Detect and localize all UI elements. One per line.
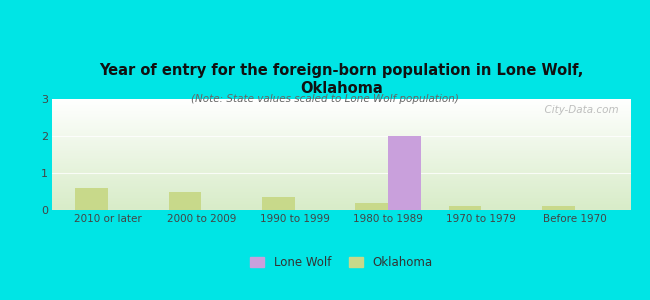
- Bar: [448, 206, 481, 210]
- Bar: [262, 197, 294, 210]
- Title: Year of entry for the foreign-born population in Lone Wolf,
Oklahoma: Year of entry for the foreign-born popul…: [99, 63, 584, 96]
- Bar: [388, 136, 421, 210]
- Text: (Note: State values scaled to Lone Wolf population): (Note: State values scaled to Lone Wolf …: [191, 94, 459, 104]
- Bar: [168, 191, 202, 210]
- Bar: [356, 202, 388, 210]
- Text: City-Data.com: City-Data.com: [538, 105, 619, 115]
- Bar: [75, 188, 108, 210]
- Bar: [542, 206, 575, 210]
- Legend: Lone Wolf, Oklahoma: Lone Wolf, Oklahoma: [245, 251, 437, 274]
